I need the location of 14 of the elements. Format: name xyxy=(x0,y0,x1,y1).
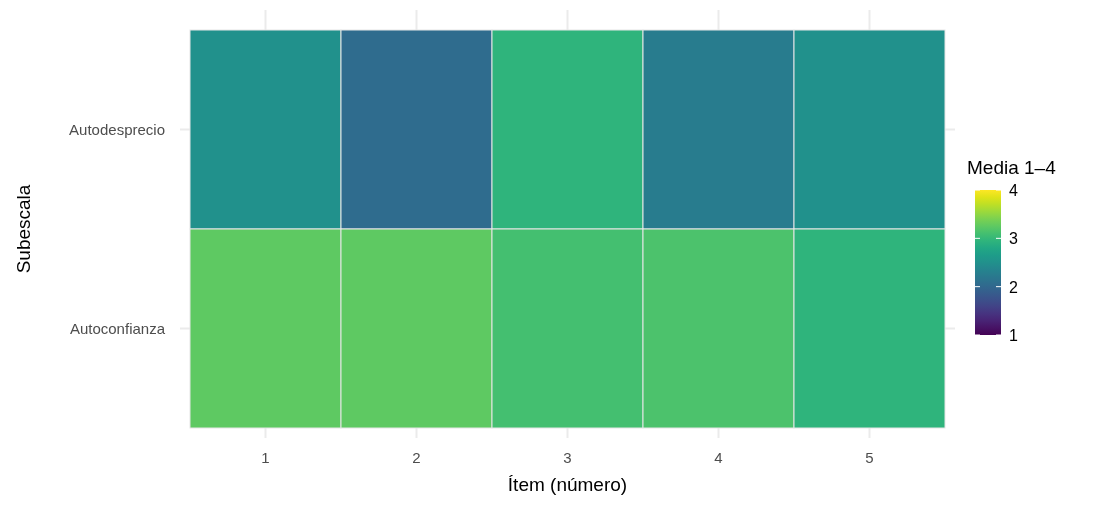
x-axis-title: Ítem (número) xyxy=(507,474,628,495)
legend-title: Media 1–4 xyxy=(967,157,1057,178)
x-tick-label: 4 xyxy=(714,449,723,466)
color-bar-label: 4 xyxy=(1009,182,1018,199)
y-axis-title: Subescala xyxy=(13,184,34,274)
x-tick-label: 3 xyxy=(563,449,572,466)
color-bar-label: 3 xyxy=(1009,230,1018,248)
color-bar-label: 2 xyxy=(1009,278,1018,296)
x-tick-label: 5 xyxy=(865,449,874,466)
y-tick-label: Autoconfianza xyxy=(69,319,166,337)
x-tick-label: 2 xyxy=(412,449,421,466)
x-tick-label: 1 xyxy=(261,449,270,466)
color-bar-label: 1 xyxy=(1009,327,1018,344)
y-tick-label: Autodesprecio xyxy=(69,120,165,138)
